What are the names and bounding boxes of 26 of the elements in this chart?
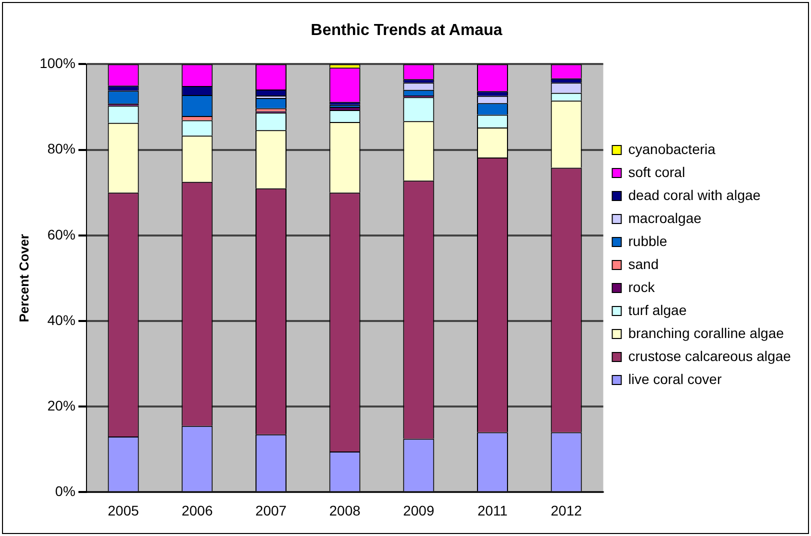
legend-label: branching coralline algae: [628, 324, 784, 341]
y-tick-label: 60%: [47, 226, 76, 242]
x-tick-label: 2009: [403, 502, 434, 518]
x-tick-label: 2012: [550, 502, 582, 518]
legend-label: live coral cover: [628, 370, 722, 387]
legend-label: crustose calcareous algae: [628, 348, 792, 364]
y-tick-label: 20%: [47, 397, 76, 414]
x-tick-label: 2007: [255, 502, 287, 518]
legend-label: sand: [628, 256, 659, 272]
y-tick-label: 40%: [47, 312, 76, 328]
x-tick-label: 2006: [182, 502, 213, 518]
legend-label: cyanobacteria: [628, 140, 716, 157]
legend-label: macroalgae: [628, 210, 702, 226]
x-tick-label: 2005: [108, 502, 140, 518]
y-tick-label: 80%: [47, 140, 76, 157]
legend-label: dead coral with algae: [628, 186, 761, 203]
legend-label: turf algae: [628, 302, 687, 318]
legend-label: rock: [628, 278, 656, 295]
y-tick-label: 100%: [40, 55, 76, 72]
chart-title: Benthic Trends at Amaua: [310, 22, 502, 40]
x-tick-label: 2008: [329, 502, 361, 518]
legend-label: soft coral: [628, 164, 686, 180]
y-tick-label: 0%: [55, 483, 76, 500]
x-tick-label: 2011: [477, 502, 508, 518]
legend-label: rubble: [628, 232, 668, 249]
y-axis-title: Percent Cover: [16, 234, 32, 322]
